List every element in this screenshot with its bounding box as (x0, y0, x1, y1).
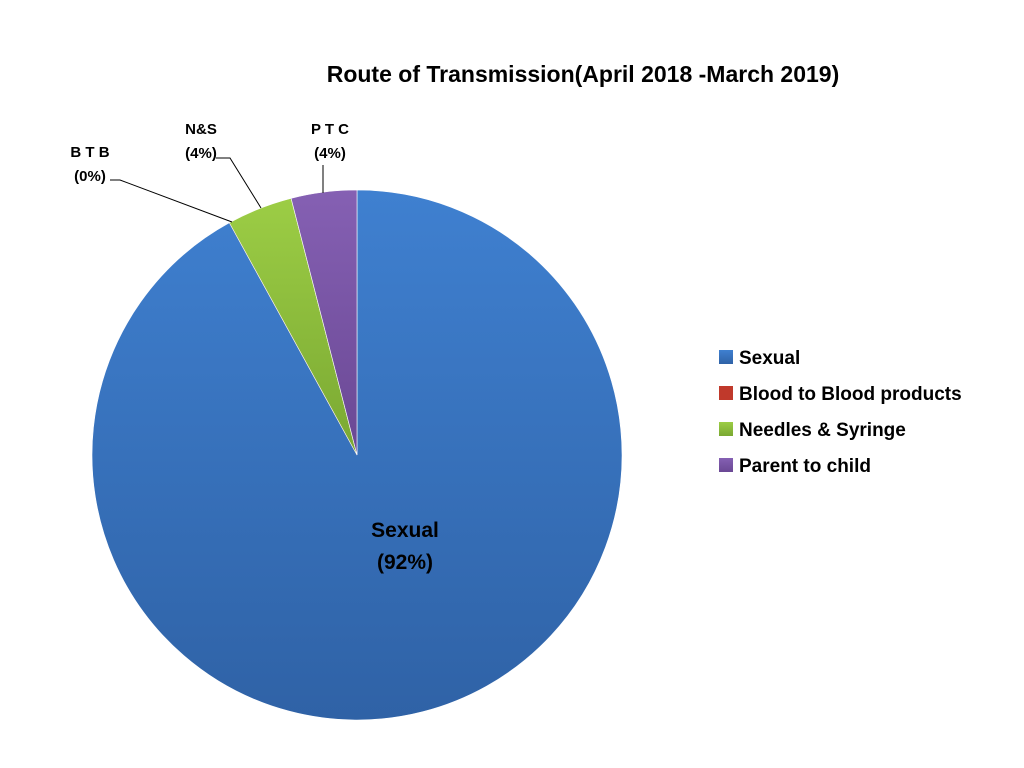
btb-leader-line (110, 179, 233, 223)
legend-label-needles: Needles & Syringe (739, 420, 906, 441)
slice-parent (290, 189, 358, 456)
slice-sexual (91, 189, 623, 721)
legend-label-parent: Parent to child (739, 456, 871, 477)
label-ns-name: N&S (185, 121, 217, 138)
legend-swatch-sexual (719, 350, 733, 364)
legend-swatch-needles (719, 422, 733, 436)
ns-leader-line (216, 157, 262, 209)
legend-label-blood: Blood to Blood products (739, 384, 962, 405)
chart-title: Route of Transmission(April 2018 -March … (327, 61, 840, 87)
legend-swatch-blood (719, 386, 733, 400)
label-btb-name: B T B (70, 144, 109, 161)
legend: Sexual Blood to Blood products Needles &… (719, 348, 962, 477)
pie-slices (91, 189, 623, 721)
label-ptc-percent: (4%) (314, 145, 346, 162)
legend-label-sexual: Sexual (739, 348, 800, 369)
label-sexual-percent: (92%) (377, 551, 433, 574)
label-ns-percent: (4%) (185, 145, 217, 162)
label-ptc-name: P T C (311, 121, 349, 138)
label-sexual-name: Sexual (371, 519, 439, 542)
legend-swatch-parent (719, 458, 733, 472)
label-btb-percent: (0%) (74, 168, 106, 185)
